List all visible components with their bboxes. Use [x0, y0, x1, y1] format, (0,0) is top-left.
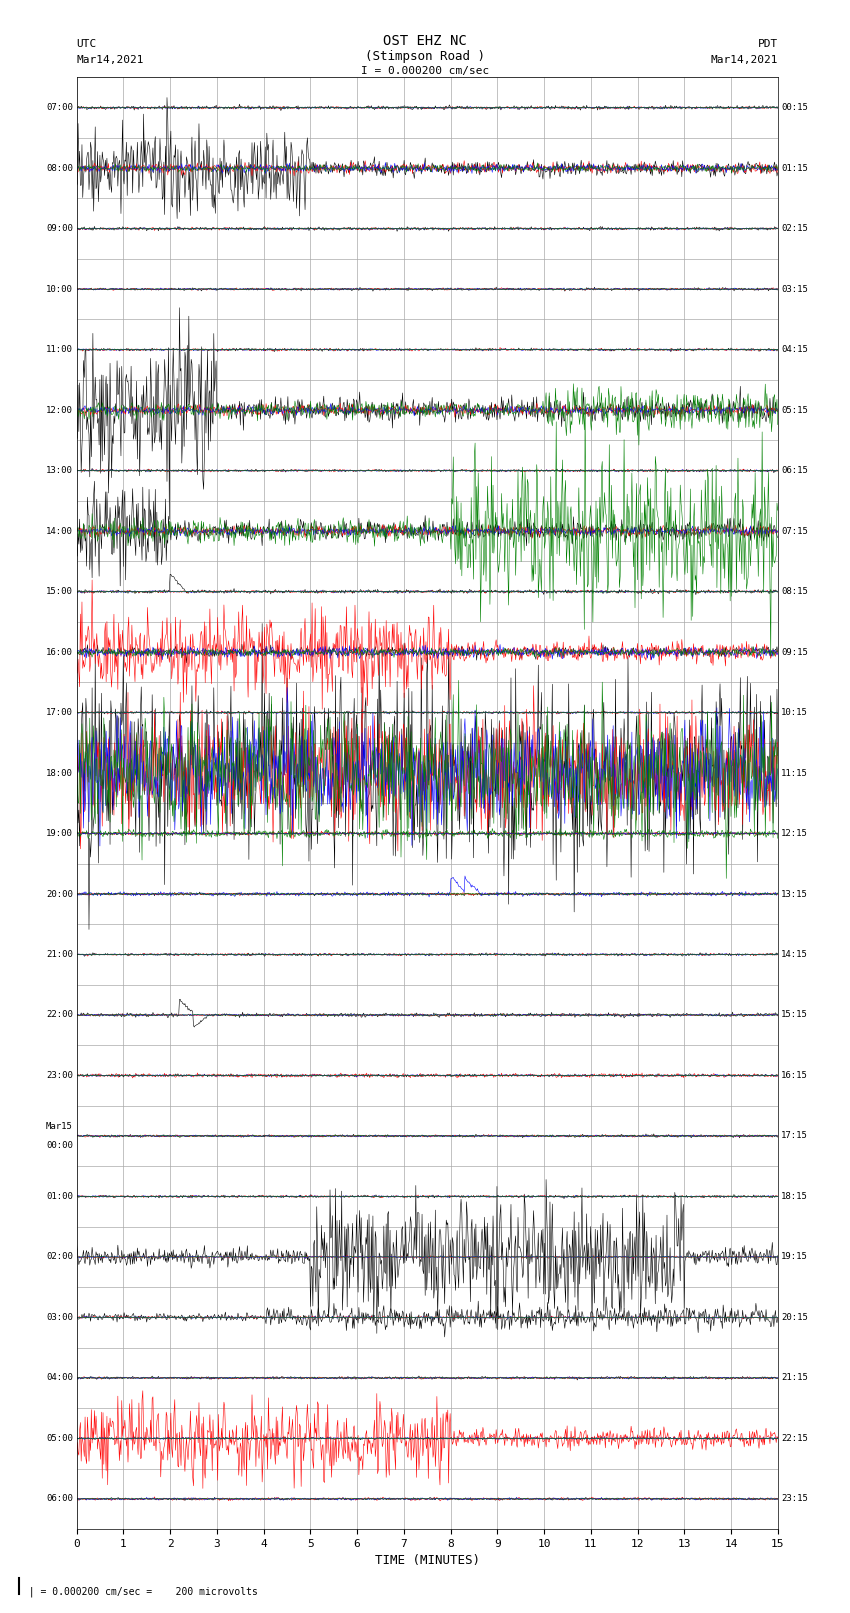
- Text: 04:15: 04:15: [781, 345, 808, 355]
- Text: 23:00: 23:00: [46, 1071, 73, 1081]
- Text: 17:15: 17:15: [781, 1131, 808, 1140]
- Text: 23:15: 23:15: [781, 1494, 808, 1503]
- Text: 06:15: 06:15: [781, 466, 808, 476]
- Text: 02:15: 02:15: [781, 224, 808, 234]
- Text: 00:15: 00:15: [781, 103, 808, 113]
- Text: 06:00: 06:00: [46, 1494, 73, 1503]
- Text: | = 0.000200 cm/sec =    200 microvolts: | = 0.000200 cm/sec = 200 microvolts: [17, 1586, 258, 1597]
- Text: 09:15: 09:15: [781, 647, 808, 656]
- Text: 21:00: 21:00: [46, 950, 73, 960]
- Text: 19:00: 19:00: [46, 829, 73, 839]
- Text: 13:15: 13:15: [781, 889, 808, 898]
- Text: 15:00: 15:00: [46, 587, 73, 597]
- Text: 04:00: 04:00: [46, 1373, 73, 1382]
- Text: 08:15: 08:15: [781, 587, 808, 597]
- Text: 19:15: 19:15: [781, 1252, 808, 1261]
- Text: PDT: PDT: [757, 39, 778, 48]
- Text: Mar14,2021: Mar14,2021: [711, 55, 778, 65]
- Text: 22:00: 22:00: [46, 1010, 73, 1019]
- Text: 05:15: 05:15: [781, 405, 808, 415]
- Text: 16:00: 16:00: [46, 647, 73, 656]
- Text: 12:15: 12:15: [781, 829, 808, 839]
- Text: 01:15: 01:15: [781, 163, 808, 173]
- Text: 21:15: 21:15: [781, 1373, 808, 1382]
- Text: 02:00: 02:00: [46, 1252, 73, 1261]
- Text: Mar14,2021: Mar14,2021: [76, 55, 144, 65]
- Text: 10:00: 10:00: [46, 284, 73, 294]
- Text: 10:15: 10:15: [781, 708, 808, 718]
- Text: 22:15: 22:15: [781, 1434, 808, 1444]
- Text: UTC: UTC: [76, 39, 97, 48]
- Text: 14:00: 14:00: [46, 526, 73, 536]
- Text: 11:00: 11:00: [46, 345, 73, 355]
- Text: I = 0.000200 cm/sec: I = 0.000200 cm/sec: [361, 66, 489, 76]
- Text: 07:00: 07:00: [46, 103, 73, 113]
- Text: 03:15: 03:15: [781, 284, 808, 294]
- Text: 09:00: 09:00: [46, 224, 73, 234]
- Text: 12:00: 12:00: [46, 405, 73, 415]
- Text: 03:00: 03:00: [46, 1313, 73, 1323]
- Text: 16:15: 16:15: [781, 1071, 808, 1081]
- Text: 07:15: 07:15: [781, 526, 808, 536]
- Text: 20:15: 20:15: [781, 1313, 808, 1323]
- Text: 01:00: 01:00: [46, 1192, 73, 1202]
- Text: (Stimpson Road ): (Stimpson Road ): [365, 50, 485, 63]
- Text: OST EHZ NC: OST EHZ NC: [383, 34, 467, 48]
- Text: 13:00: 13:00: [46, 466, 73, 476]
- Text: 14:15: 14:15: [781, 950, 808, 960]
- Text: 11:15: 11:15: [781, 768, 808, 777]
- Text: 08:00: 08:00: [46, 163, 73, 173]
- Text: 20:00: 20:00: [46, 889, 73, 898]
- Text: 05:00: 05:00: [46, 1434, 73, 1444]
- Text: 17:00: 17:00: [46, 708, 73, 718]
- Text: 15:15: 15:15: [781, 1010, 808, 1019]
- Text: 00:00: 00:00: [46, 1140, 73, 1150]
- Text: 18:15: 18:15: [781, 1192, 808, 1202]
- Text: 18:00: 18:00: [46, 768, 73, 777]
- Text: Mar15: Mar15: [46, 1123, 73, 1131]
- X-axis label: TIME (MINUTES): TIME (MINUTES): [375, 1555, 479, 1568]
